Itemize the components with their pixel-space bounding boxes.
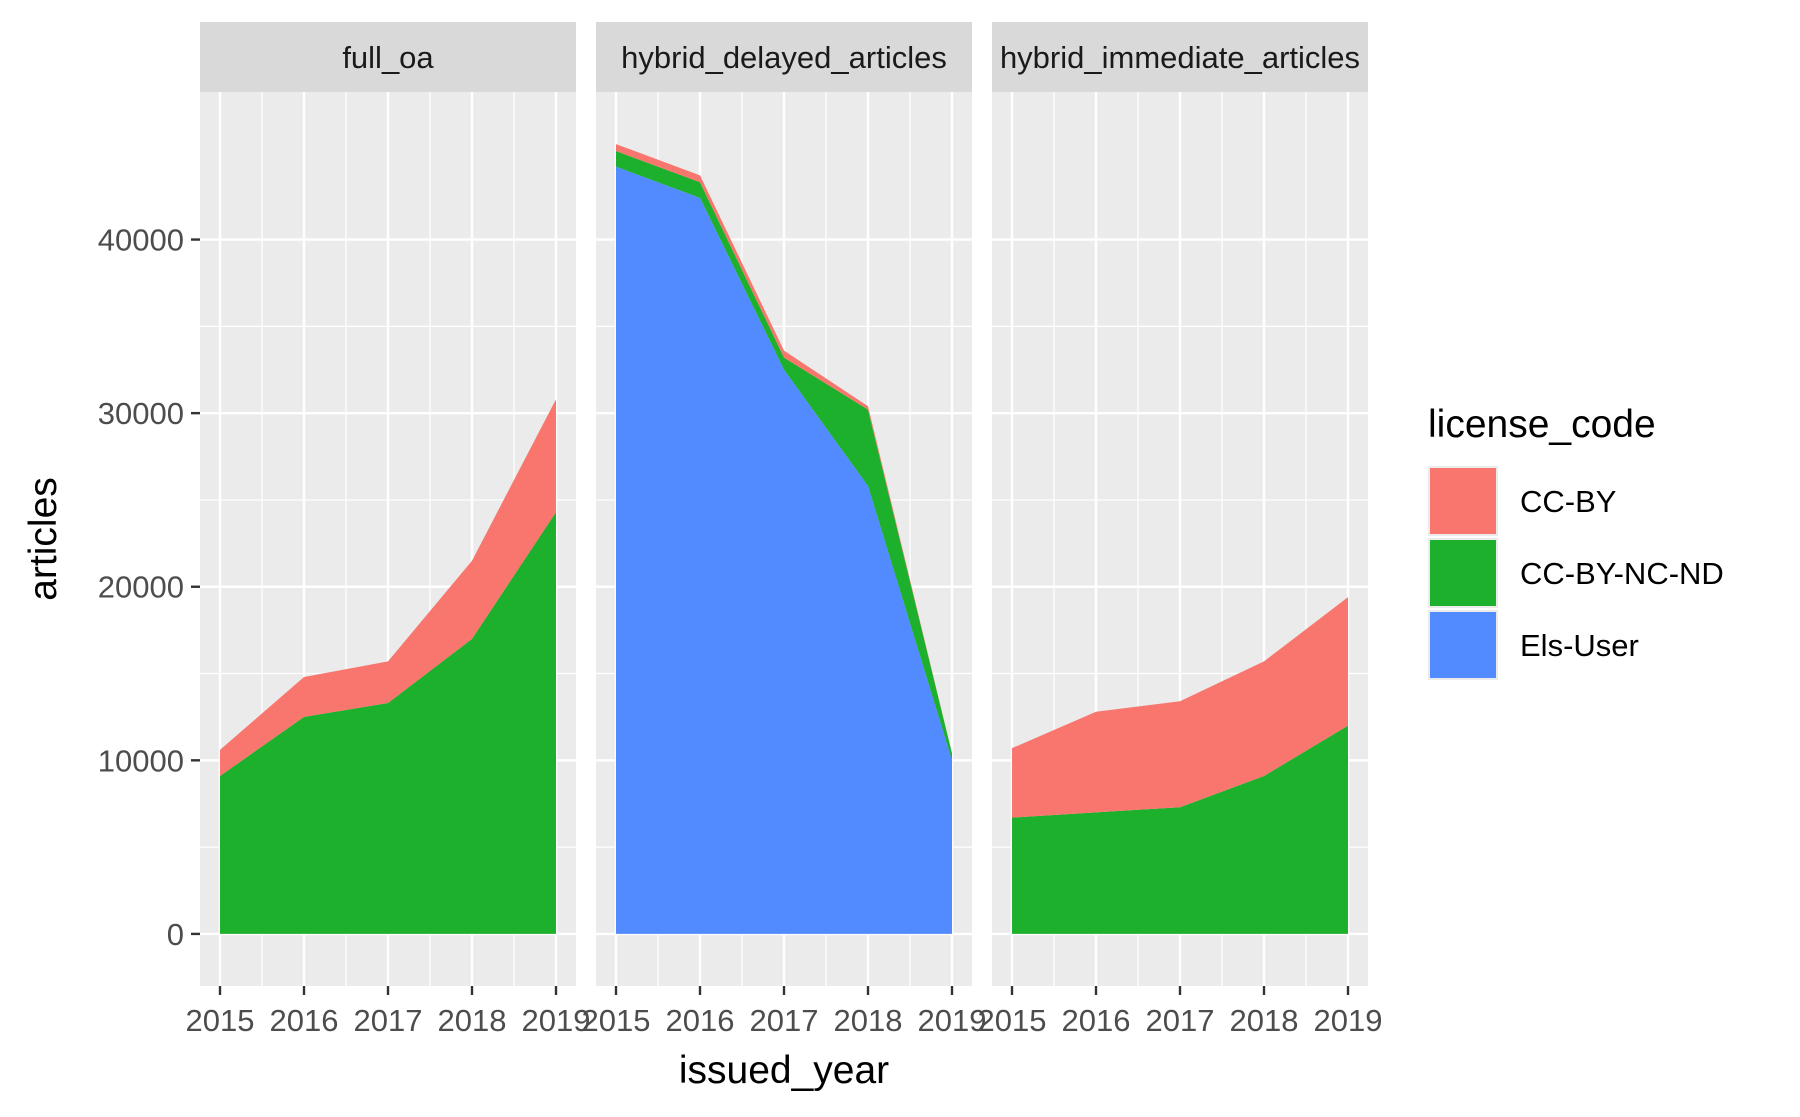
area-cc-by [220,399,556,776]
x-tick-label: 2019 [522,1003,591,1038]
area-cc-by [1012,597,1348,818]
y-tick-label: 40000 [98,223,184,258]
x-tick-label: 2017 [750,1003,819,1038]
y-tick-label: 30000 [98,396,184,431]
facet-strip [596,22,972,92]
x-tick-label: 2015 [582,1003,651,1038]
x-tick-label: 2016 [666,1003,735,1038]
legend-label: CC-BY [1520,484,1616,519]
area-cc-by-nc-nd [220,512,556,934]
area-cc-by-nc-nd [1012,725,1348,934]
facet-strip-label: hybrid_delayed_articles [621,40,947,75]
legend-title: license_code [1428,403,1656,446]
y-tick-label: 20000 [98,570,184,605]
facet-panel-1: hybrid_delayed_articles 2015 2016 2017 2018 2… [582,22,987,1038]
y-tick-label: 0 [167,917,184,952]
x-tick-label: 2015 [186,1003,255,1038]
x-tick-label: 2019 [1314,1003,1383,1038]
legend-swatch [1430,540,1496,606]
y-axis-title: articles [22,477,65,601]
legend-label: CC-BY-NC-ND [1520,556,1724,591]
legend-label: Els-User [1520,628,1639,663]
y-tick-label: 10000 [98,743,184,778]
x-tick-label: 2015 [978,1003,1047,1038]
facet-strip [200,22,576,92]
legend-swatch [1430,612,1496,678]
legend: license_code CC-BY CC-BY-NC-ND Els-User [1428,403,1724,680]
x-tick-label: 2016 [1062,1003,1131,1038]
x-tick-label: 2018 [438,1003,507,1038]
x-axis-title: issued_year [679,1049,889,1092]
area-els-user [616,166,952,934]
facet-strip [992,22,1368,92]
x-tick-label: 2018 [834,1003,903,1038]
legend-swatch [1430,468,1496,534]
facet-panel-0: full_oa 2015 2016 2017 2018 2019 [186,22,591,1038]
x-tick-label: 2016 [270,1003,339,1038]
facet-strip-label: full_oa [342,40,434,75]
facet-strip-label: hybrid_immediate_articles [1000,40,1360,75]
x-tick-label: 2019 [918,1003,987,1038]
x-tick-label: 2018 [1230,1003,1299,1038]
facet-panel-2: hybrid_immediate_articles 2015 2016 2017 201… [978,22,1383,1038]
x-tick-label: 2017 [354,1003,423,1038]
x-tick-label: 2017 [1146,1003,1215,1038]
